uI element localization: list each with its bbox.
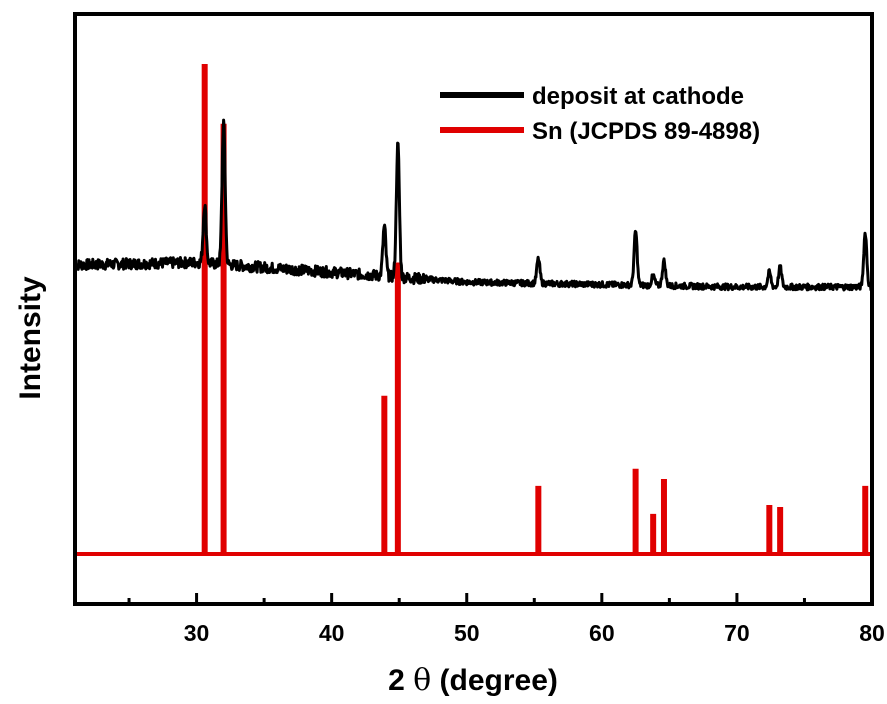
x-tick-label: 40 xyxy=(319,620,345,646)
x-axis-label-prefix: 2 xyxy=(388,664,405,697)
series-layer xyxy=(73,64,873,556)
x-tick-label: 80 xyxy=(859,620,885,646)
x-axis-label: 2 θ (degree) xyxy=(388,663,558,698)
x-tick-label: 30 xyxy=(184,620,210,646)
plot-frame xyxy=(73,12,874,606)
x-tick-label: 50 xyxy=(454,620,480,646)
x-axis-ticks: 30 40 50 60 70 80 xyxy=(127,593,885,646)
deposit-pattern-line xyxy=(73,118,873,292)
legend: deposit at cathode Sn (JCPDS 89-4898) xyxy=(440,83,760,145)
legend-label-deposit: deposit at cathode xyxy=(532,83,744,110)
y-axis-label: Intensity xyxy=(14,276,47,400)
x-axis-label-suffix: (degree) xyxy=(440,664,558,697)
x-tick-label: 70 xyxy=(724,620,750,646)
legend-label-sn: Sn (JCPDS 89-4898) xyxy=(532,118,760,145)
x-axis-label-symbol: θ xyxy=(413,663,431,698)
x-tick-label: 60 xyxy=(589,620,615,646)
sn-reference-series xyxy=(75,64,872,556)
